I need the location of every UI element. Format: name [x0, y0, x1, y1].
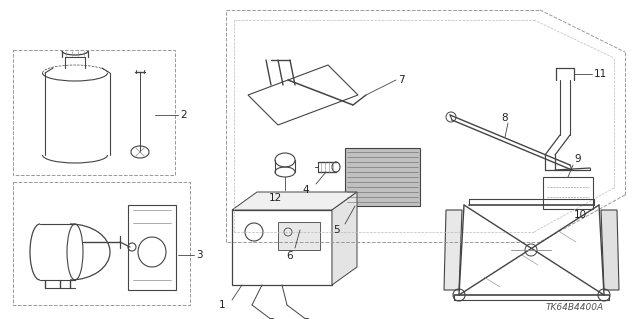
- Bar: [232, 210, 332, 285]
- Text: 1: 1: [219, 300, 225, 310]
- Text: 9: 9: [574, 154, 580, 164]
- Text: 3: 3: [196, 250, 203, 260]
- Text: 4: 4: [303, 185, 309, 195]
- Text: 12: 12: [268, 193, 282, 203]
- Text: TK64B4400A: TK64B4400A: [546, 303, 604, 313]
- Bar: [128, 205, 176, 290]
- Text: 7: 7: [398, 75, 404, 85]
- Text: 6: 6: [287, 251, 293, 261]
- Text: 5: 5: [333, 225, 340, 235]
- Text: 11: 11: [594, 69, 607, 79]
- Bar: [278, 222, 320, 250]
- Bar: [13, 182, 190, 305]
- Bar: [13, 50, 175, 175]
- Text: 2: 2: [180, 110, 187, 120]
- Polygon shape: [332, 192, 357, 285]
- Polygon shape: [601, 210, 619, 290]
- Polygon shape: [232, 192, 357, 210]
- Bar: [345, 148, 420, 206]
- Text: 10: 10: [574, 210, 587, 220]
- Bar: [543, 177, 593, 209]
- Polygon shape: [444, 210, 462, 290]
- Text: 8: 8: [502, 113, 508, 123]
